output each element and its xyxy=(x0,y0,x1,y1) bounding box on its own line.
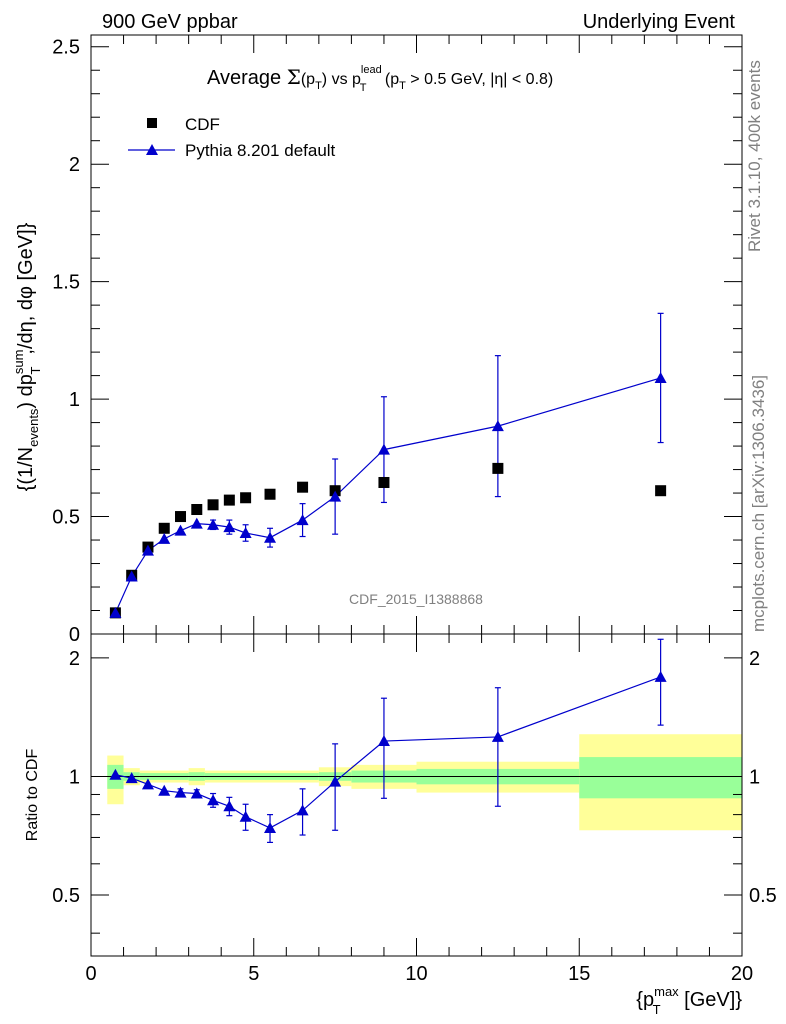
ratio-y-tick-label-right: 0.5 xyxy=(749,885,777,907)
main-y-tick-label: 1.5 xyxy=(52,272,80,294)
pythia-data-point xyxy=(296,514,309,526)
cdf-data-point xyxy=(264,488,276,500)
header-right: Underlying Event xyxy=(583,11,736,33)
cdf-data-point xyxy=(492,462,504,474)
ratio-y-tick-label: 2 xyxy=(69,648,80,670)
pythia-data-point xyxy=(491,420,504,432)
ratio-data-point xyxy=(158,784,171,796)
ratio-plot-data xyxy=(109,638,667,844)
pythia-data-point xyxy=(264,531,277,543)
main-y-tick-label: 2 xyxy=(69,154,80,176)
ratio-axis-ticks xyxy=(90,634,743,956)
x-tick-label: 10 xyxy=(405,963,427,985)
legend-cdf-marker xyxy=(147,118,157,128)
main-axis-ticks xyxy=(90,35,743,635)
cdf-data-point xyxy=(223,494,235,506)
ratio-data-point xyxy=(190,787,203,799)
ratio-data-point xyxy=(654,670,667,682)
rivet-label: Rivet 3.1.10, 400k events xyxy=(745,60,764,252)
ratio-y-axis-label: Ratio to CDF xyxy=(24,749,41,842)
ratio-data-point xyxy=(223,800,236,812)
ratio-data-point xyxy=(109,768,122,780)
main-plot-panel: 0 0.5 1 1.5 2 2.5 Average Σ(pT) vs plead T (pT… xyxy=(11,34,743,646)
main-y-axis-label: {(1/Nevents) dpsum T,/dη, dφ [GeV]} xyxy=(11,222,43,491)
ratio-plot-frame xyxy=(90,633,743,957)
pythia-data-point xyxy=(329,490,342,502)
pythia-data-point xyxy=(223,521,236,533)
header-left: 900 GeV ppbar xyxy=(102,11,238,33)
legend-pythia-label: Pythia 8.201 default xyxy=(185,141,336,160)
x-tick-label: 0 xyxy=(85,963,96,985)
ratio-data-point xyxy=(174,786,187,798)
ratio-data-point xyxy=(239,810,252,822)
legend-cdf-label: CDF xyxy=(185,115,220,134)
main-y-tick-label: 1 xyxy=(69,389,80,411)
pythia-data-point xyxy=(377,443,390,455)
pythia-data-point xyxy=(190,517,203,529)
legend-pythia-marker xyxy=(146,144,158,155)
analysis-watermark: CDF_2015_I1388868 xyxy=(349,591,483,607)
legend: CDF Pythia 8.201 default xyxy=(128,115,336,160)
ratio-band-green xyxy=(579,757,742,799)
cdf-data-point xyxy=(191,504,203,516)
ratio-uncertainty-bands xyxy=(107,734,742,831)
pythia-data-point xyxy=(109,606,122,618)
ratio-y-tick-labels: 0.5 0.5 1 1 2 2 xyxy=(52,648,777,907)
cdf-data-point xyxy=(158,522,170,534)
pythia-series-line xyxy=(114,377,661,614)
ratio-data-point xyxy=(329,775,342,787)
ratio-data-point xyxy=(296,804,309,816)
cdf-data-point xyxy=(175,511,187,523)
ratio-data-point xyxy=(377,735,390,747)
ratio-data-point xyxy=(264,821,277,833)
x-tick-labels: 0 5 10 15 20 xyxy=(85,963,753,985)
main-y-tick-label: 0 xyxy=(69,624,80,646)
cdf-data-point xyxy=(297,481,309,493)
pythia-data-point xyxy=(141,544,154,556)
main-y-tick-label: 0.5 xyxy=(52,507,80,529)
mcplots-label: mcplots.cern.ch [arXiv:1306.3436] xyxy=(749,375,768,632)
x-axis-label: {pmax T [GeV]} xyxy=(636,984,742,1017)
ratio-series-line xyxy=(115,676,661,829)
x-tick-label: 5 xyxy=(248,963,259,985)
ratio-data-point xyxy=(491,730,504,742)
pythia-data-point xyxy=(158,532,171,544)
ratio-data-point xyxy=(207,794,220,806)
cdf-data-point xyxy=(240,492,252,504)
ratio-data-point xyxy=(125,772,138,784)
pythia-data-point xyxy=(125,570,138,582)
pythia-data-point xyxy=(207,518,220,530)
x-tick-label: 20 xyxy=(731,963,753,985)
cdf-data-point xyxy=(378,476,390,488)
ratio-data-point xyxy=(141,778,154,790)
main-y-tick-label: 2.5 xyxy=(52,37,80,59)
cdf-data-point xyxy=(655,485,667,497)
plot-title: Average Σ(pT) vs plead T (pT > 0.5 GeV, |… xyxy=(207,64,553,94)
ratio-y-tick-label: 0.5 xyxy=(52,885,80,907)
pythia-data-point xyxy=(174,524,187,536)
ratio-y-tick-label: 1 xyxy=(69,766,80,788)
pythia-data-point xyxy=(654,371,667,383)
ratio-y-tick-label-right: 1 xyxy=(749,766,760,788)
main-plot-data xyxy=(109,312,667,619)
pythia-data-point xyxy=(239,526,252,538)
cdf-data-point xyxy=(207,499,219,511)
main-y-tick-labels: 0 0.5 1 1.5 2 2.5 xyxy=(52,37,80,646)
ratio-plot-panel: 0.5 0.5 1 1 2 2 0 5 10 15 20 Ratio to CDF {pmax T … xyxy=(24,633,777,1017)
x-tick-label: 15 xyxy=(568,963,590,985)
ratio-y-tick-label-right: 2 xyxy=(749,648,760,670)
